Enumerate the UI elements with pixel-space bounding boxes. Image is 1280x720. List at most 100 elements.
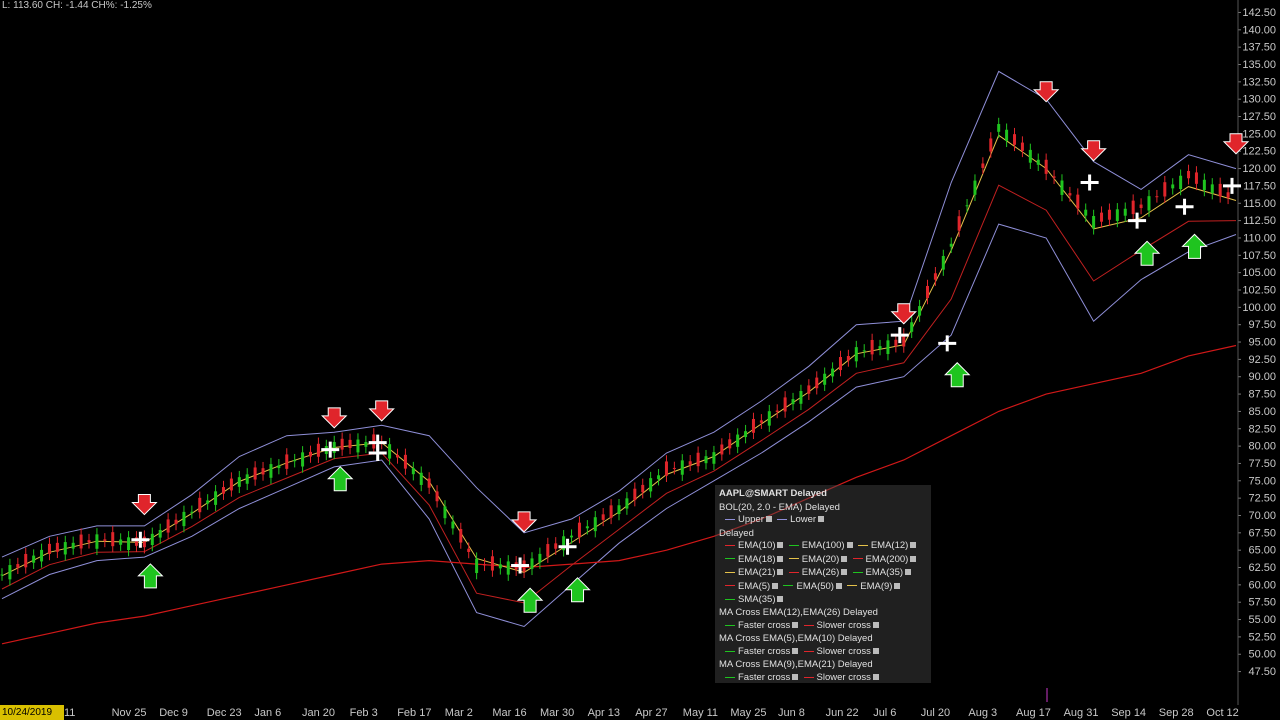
- candle-body: [759, 420, 763, 423]
- candle-body: [838, 357, 842, 371]
- candle-body: [55, 542, 59, 552]
- x-tick-label: Feb 3: [350, 707, 378, 719]
- ema-toggle[interactable]: [910, 555, 917, 562]
- candle-body: [158, 529, 162, 538]
- candle-body: [134, 537, 138, 546]
- candle-body: [751, 418, 755, 433]
- ema-toggle[interactable]: [841, 569, 848, 576]
- y-tick-label: 77.50: [1248, 458, 1276, 470]
- candle-body: [190, 511, 194, 513]
- y-tick-label: 72.50: [1248, 493, 1276, 505]
- legend-ema-label: EMA(10): [738, 540, 776, 551]
- candle-body: [562, 536, 566, 551]
- y-tick-label: 130.00: [1242, 94, 1276, 106]
- x-tick-label: Mar 2: [445, 707, 473, 719]
- candle-body: [316, 443, 320, 457]
- line-swatch: [852, 571, 863, 573]
- slower-toggle[interactable]: [872, 648, 879, 655]
- candle-body: [475, 558, 479, 574]
- candle-body: [1013, 134, 1017, 145]
- x-tick-label: Aug 17: [1016, 707, 1051, 719]
- upper-toggle[interactable]: [765, 516, 772, 523]
- legend-cross2-items: Faster cross Slower cross: [725, 646, 879, 657]
- candle-body: [601, 514, 605, 520]
- candle-body: [957, 216, 961, 231]
- ema-toggle[interactable]: [835, 582, 842, 589]
- y-tick-label: 55.00: [1248, 614, 1276, 626]
- candle-body: [443, 506, 447, 519]
- candle-body: [261, 468, 265, 475]
- x-tick-label: Mar 30: [540, 707, 574, 719]
- candle-body: [332, 442, 336, 453]
- legend-lower: Lower: [790, 514, 817, 525]
- x-tick-label: Jun 22: [826, 707, 859, 719]
- candle-body: [530, 558, 534, 569]
- ema-toggle[interactable]: [777, 542, 784, 549]
- y-tick-label: 110.00: [1243, 232, 1276, 244]
- candle-body: [1020, 142, 1024, 151]
- x-tick-label: Apr 13: [588, 707, 620, 719]
- candle-body: [1044, 159, 1048, 174]
- ema-toggle[interactable]: [777, 596, 784, 603]
- ema-toggle[interactable]: [846, 542, 853, 549]
- ema-toggle[interactable]: [777, 569, 784, 576]
- y-tick-label: 120.00: [1242, 163, 1276, 175]
- faster-toggle[interactable]: [792, 622, 799, 629]
- candle-body: [403, 454, 407, 469]
- candle-body: [1187, 170, 1191, 179]
- ema-toggle[interactable]: [894, 582, 901, 589]
- candle-body: [736, 434, 740, 447]
- y-tick-label: 127.50: [1242, 111, 1276, 123]
- legend-delayed: Delayed: [719, 528, 754, 539]
- faster-toggle[interactable]: [792, 674, 799, 681]
- buy-arrow-icon: [516, 587, 544, 613]
- slower-toggle[interactable]: [872, 622, 879, 629]
- line-swatch: [783, 585, 794, 587]
- y-tick-label: 80.00: [1248, 441, 1276, 453]
- candle-body: [1100, 212, 1104, 222]
- candle-body: [672, 467, 676, 469]
- ema-toggle[interactable]: [841, 555, 848, 562]
- cross-marker-icon: [558, 538, 577, 555]
- x-tick-label: May 25: [730, 707, 766, 719]
- buy-arrow-icon: [1133, 240, 1161, 266]
- ema-toggle[interactable]: [905, 569, 912, 576]
- candle-body: [664, 461, 668, 476]
- candle-body: [483, 564, 487, 566]
- candle-body: [127, 537, 131, 551]
- bollinger-upper-line: [1, 70, 1237, 558]
- candle-body: [1028, 149, 1032, 163]
- legend-bol: BOL(20, 2.0 - EMA) Delayed: [719, 502, 840, 513]
- candle-body: [617, 505, 621, 515]
- ema-toggle[interactable]: [910, 542, 917, 549]
- ema-toggle[interactable]: [772, 582, 779, 589]
- candle-body: [1123, 208, 1127, 216]
- slower-toggle[interactable]: [872, 674, 879, 681]
- candle-body: [277, 465, 281, 469]
- y-tick-label: 95.00: [1248, 337, 1276, 349]
- candle-body: [1068, 193, 1072, 196]
- cross-marker-icon: [890, 327, 909, 344]
- candle-body: [71, 542, 75, 549]
- candle-body: [577, 522, 581, 538]
- candle-body: [435, 491, 439, 502]
- line-swatch: [788, 558, 799, 560]
- ema-toggle[interactable]: [777, 555, 784, 562]
- candle-body: [1147, 196, 1151, 211]
- y-tick-label: 90.00: [1248, 371, 1276, 383]
- candle-body: [206, 500, 210, 504]
- candle-body: [1218, 183, 1222, 197]
- legend-ema-label: EMA(9): [860, 580, 893, 592]
- legend-ema-row: EMA(5) EMA(50) EMA(9): [725, 580, 901, 592]
- candle-body: [1115, 209, 1119, 221]
- candle-body: [680, 460, 684, 475]
- candle-body: [198, 497, 202, 513]
- buy-arrow-icon: [564, 577, 591, 603]
- lower-toggle[interactable]: [818, 516, 825, 523]
- y-tick-label: 107.50: [1242, 250, 1276, 262]
- faster-toggle[interactable]: [792, 648, 799, 655]
- legend-ema-label: EMA(35): [865, 567, 904, 578]
- candle-body: [111, 532, 115, 547]
- legend-ema-label: SMA(35): [738, 594, 776, 605]
